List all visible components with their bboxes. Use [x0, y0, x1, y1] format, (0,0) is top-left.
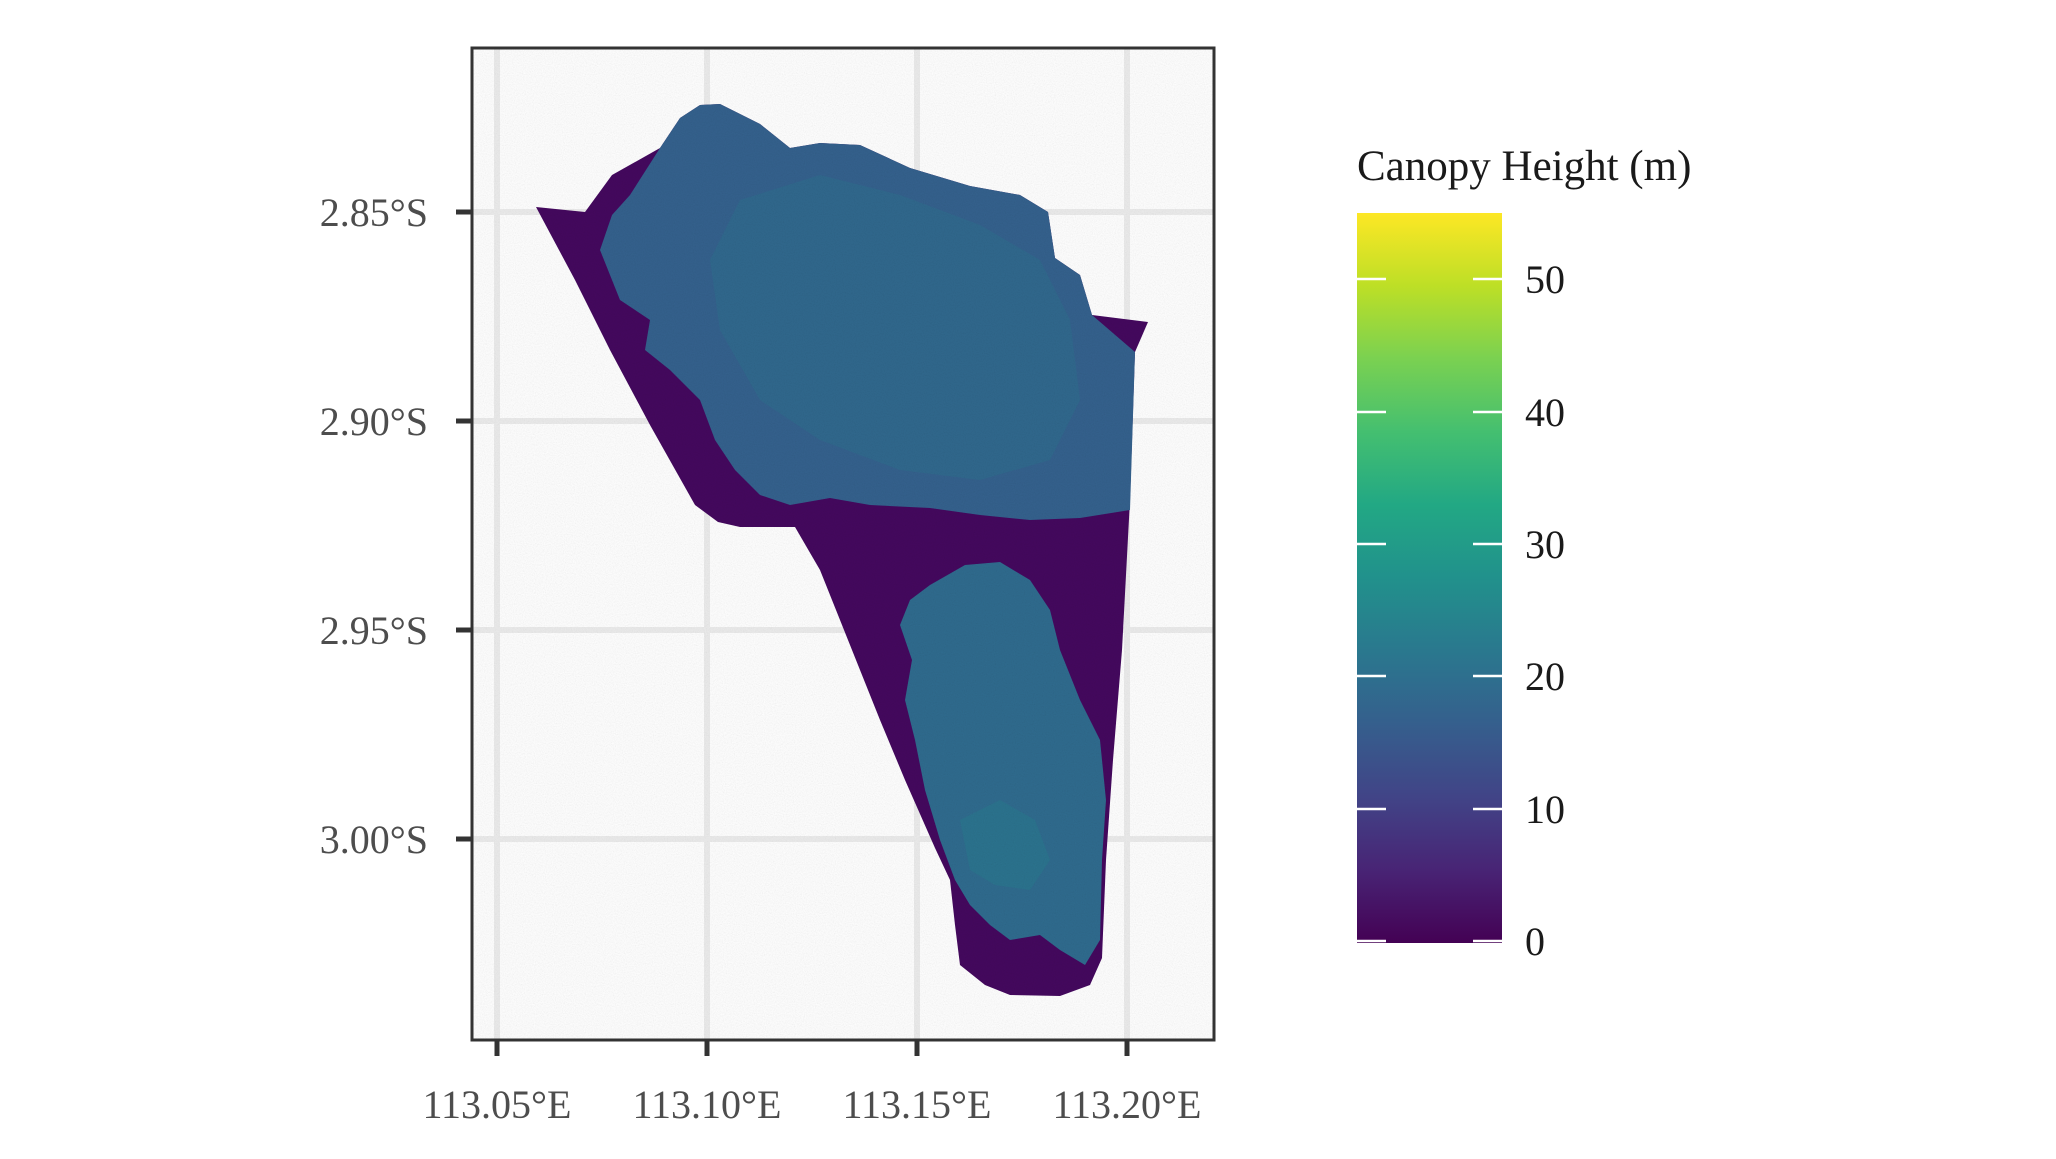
x-tick-label-1: 113.05°E — [423, 1082, 572, 1127]
y-tick-label-2: 2.90°S — [320, 399, 428, 444]
canopy-raster — [472, 48, 1214, 1040]
y-tick-label-4: 3.00°S — [320, 817, 428, 862]
legend-label-20: 20 — [1525, 654, 1565, 699]
legend-label-0: 0 — [1525, 919, 1545, 964]
legend-colorbar — [1357, 213, 1502, 943]
legend-label-40: 40 — [1525, 390, 1565, 435]
legend-label-30: 30 — [1525, 522, 1565, 567]
x-tick-label-2: 113.10°E — [633, 1082, 782, 1127]
legend-label-50: 50 — [1525, 257, 1565, 302]
y-tick-labels: 2.85°S 2.90°S 2.95°S 3.00°S — [320, 190, 428, 862]
x-tick-label-4: 113.20°E — [1053, 1082, 1202, 1127]
raster-texture — [472, 48, 1214, 1040]
legend-title: Canopy Height (m) — [1357, 143, 1691, 190]
y-axis-ticks — [456, 209, 472, 842]
x-axis-ticks — [494, 1040, 1130, 1056]
legend-label-10: 10 — [1525, 787, 1565, 832]
y-tick-label-1: 2.85°S — [320, 190, 428, 235]
x-tick-label-3: 113.15°E — [843, 1082, 992, 1127]
y-tick-label-3: 2.95°S — [320, 608, 428, 653]
legend: Canopy Height (m) 0 10 20 30 40 50 — [1357, 143, 1691, 964]
x-tick-labels: 113.05°E 113.10°E 113.15°E 113.20°E — [423, 1082, 1202, 1127]
legend-ticks — [1357, 277, 1502, 943]
plot-border — [470, 46, 1216, 1042]
legend-tick-labels: 0 10 20 30 40 50 — [1525, 257, 1565, 964]
